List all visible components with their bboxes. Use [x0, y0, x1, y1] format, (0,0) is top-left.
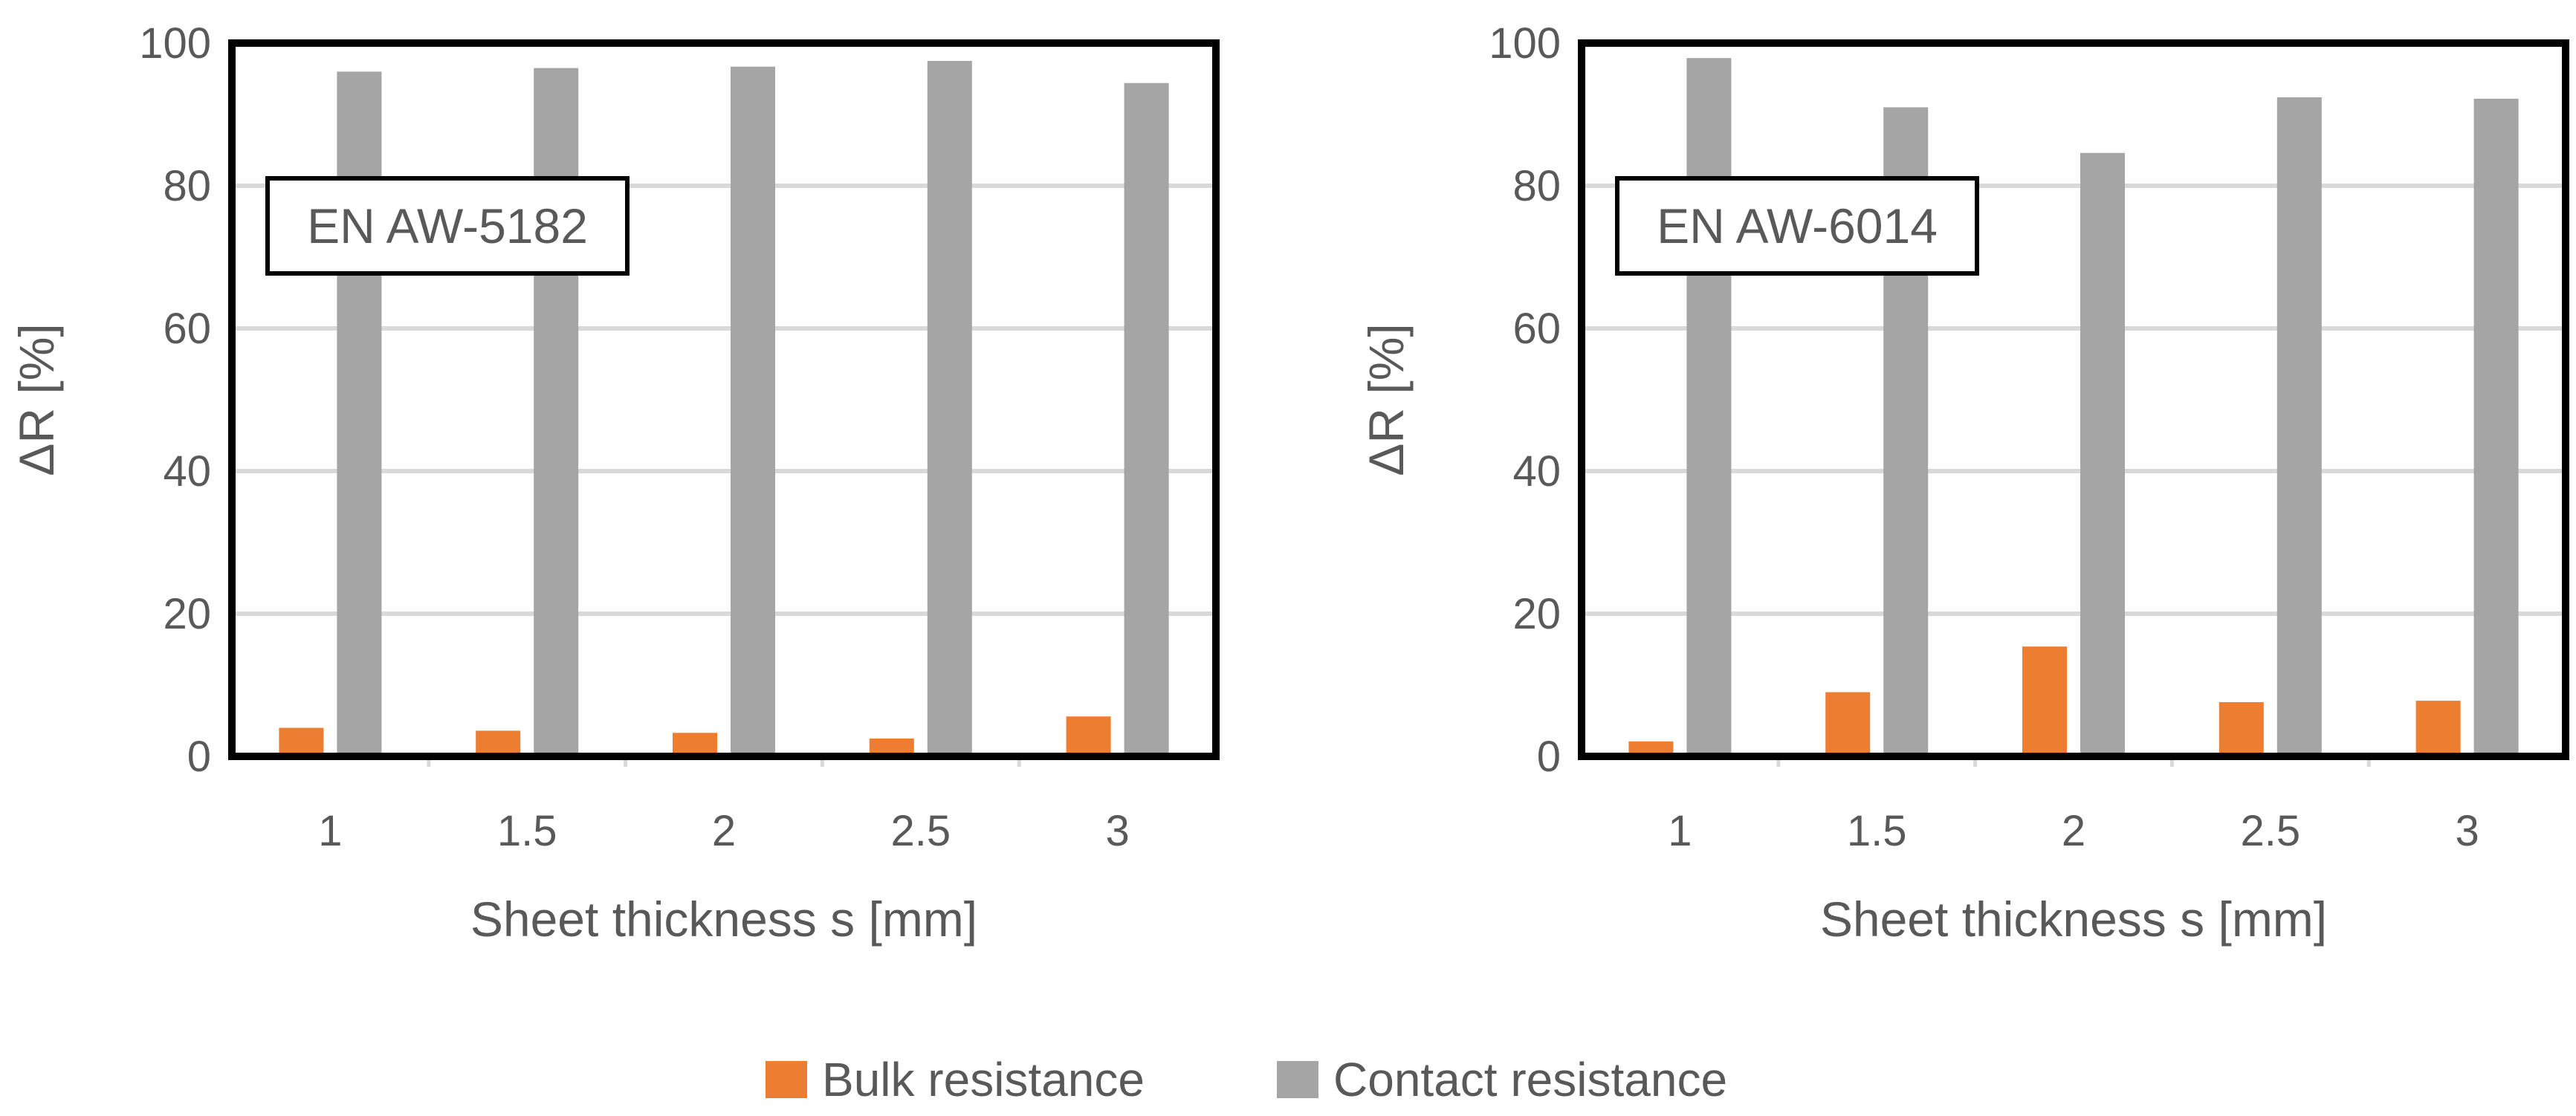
x-tick-label: 2.5 — [890, 807, 951, 855]
y-tick-label: 80 — [1512, 162, 1561, 210]
bar-bulk-resistance — [2219, 702, 2264, 756]
bar-contact-resistance — [337, 71, 382, 756]
panel-label: EN AW-6014 — [1657, 198, 1938, 253]
legend-swatch — [1277, 1061, 1318, 1098]
plot-frame — [228, 39, 1220, 760]
y-tick-label: 20 — [163, 590, 211, 638]
legend-label: Bulk resistance — [822, 1053, 1145, 1106]
bar-contact-resistance — [1124, 82, 1169, 756]
bar-contact-resistance — [731, 66, 775, 757]
y-tick-label: 0 — [187, 733, 211, 781]
panel-label-box — [265, 176, 630, 276]
x-axis-title: Sheet thickness s [mm] — [470, 892, 977, 947]
bar-bulk-resistance — [1066, 716, 1111, 756]
legend: Bulk resistance Contact resistance — [766, 1053, 1727, 1106]
y-tick-label: 40 — [1512, 447, 1561, 496]
y-tick-label: 100 — [139, 19, 211, 68]
x-tick-label: 1 — [318, 807, 342, 855]
bar-bulk-resistance — [1825, 692, 1871, 756]
x-tick-label: 1.5 — [497, 807, 557, 855]
bar-bulk-resistance — [1628, 741, 1674, 756]
y-tick-label: 20 — [1512, 590, 1561, 638]
x-tick-label: 2 — [712, 807, 736, 855]
plot-frame — [1578, 39, 2569, 760]
chart-panel-1: 0 20 40 60 80 100 1 1.5 2 2.5 3 EN AW-5182 Sheet thi… — [9, 19, 1220, 947]
x-tick-label: 2.5 — [2240, 807, 2300, 855]
legend-swatch — [766, 1061, 807, 1098]
y-tick-label: 100 — [1489, 19, 1561, 68]
x-tick-label: 2 — [2062, 807, 2085, 855]
bar-contact-resistance — [927, 61, 972, 756]
x-tick-label: 3 — [2455, 807, 2479, 855]
bar-contact-resistance — [2276, 97, 2322, 756]
y-tick-label: 60 — [163, 305, 211, 353]
bar-bulk-resistance — [279, 727, 324, 756]
bar-contact-resistance — [2080, 152, 2125, 757]
y-tick-label: 80 — [163, 162, 211, 210]
x-tick-label: 1 — [1668, 807, 1692, 855]
x-tick-label: 3 — [1105, 807, 1129, 855]
y-axis-title: ΔR [%] — [9, 323, 64, 476]
bar-contact-resistance — [2473, 98, 2519, 756]
y-tick-label: 40 — [163, 447, 211, 496]
bar-bulk-resistance — [2415, 701, 2461, 756]
bar-contact-resistance — [534, 68, 579, 757]
bar-bulk-resistance — [476, 730, 521, 756]
bar-contact-resistance — [1686, 58, 1732, 756]
x-axis-title: Sheet thickness s [mm] — [1820, 892, 2327, 947]
x-tick-label: 1.5 — [1847, 807, 1907, 855]
panel-label-box — [1615, 176, 1979, 276]
y-tick-label: 60 — [1512, 305, 1561, 353]
chart-panel-2: 0 20 40 60 80 100 1 1.5 2 2.5 3 EN AW-6014 Sheet thi… — [1359, 19, 2569, 947]
panel-label: EN AW-5182 — [307, 198, 588, 253]
legend-label: Contact resistance — [1333, 1053, 1727, 1106]
y-tick-label: 0 — [1537, 733, 1561, 781]
bar-bulk-resistance — [673, 733, 717, 756]
bar-bulk-resistance — [2022, 646, 2067, 756]
y-axis-title: ΔR [%] — [1359, 323, 1414, 476]
